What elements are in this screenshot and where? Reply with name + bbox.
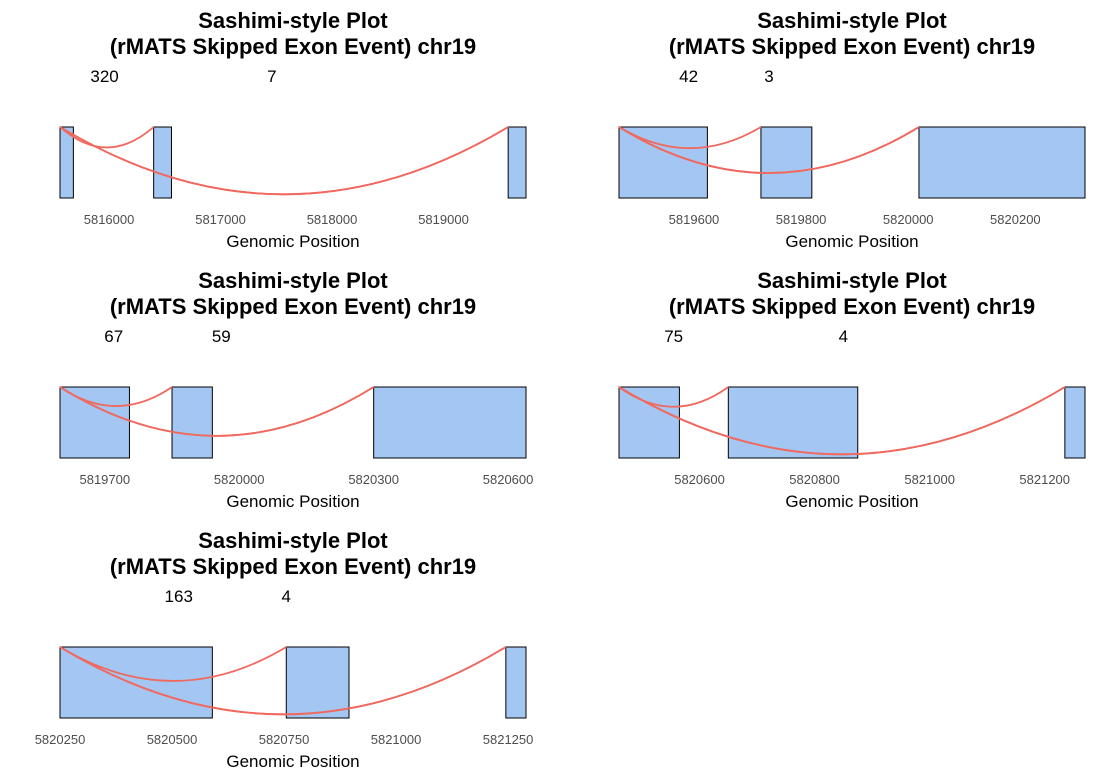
junction-count-label: 163 <box>165 587 193 606</box>
plot-subtitle: (rMATS Skipped Exon Event) chr19 <box>110 554 476 579</box>
x-tick-label: 5821000 <box>904 472 955 487</box>
exon-block <box>727 386 859 459</box>
x-tick-label: 5820500 <box>147 732 198 747</box>
x-axis-label: Genomic Position <box>226 232 359 251</box>
x-tick-label: 5819600 <box>669 212 720 227</box>
junction-arc <box>618 126 920 174</box>
plot-subtitle: (rMATS Skipped Exon Event) chr19 <box>669 34 1035 59</box>
junction-count-label: 320 <box>90 67 118 86</box>
junction-count-label: 75 <box>664 327 683 346</box>
x-tick-label: 5820800 <box>789 472 840 487</box>
exon-block <box>373 386 527 459</box>
sashimi-panel-5: Sashimi-style Plot(rMATS Skipped Exon Ev… <box>35 528 534 771</box>
x-tick-label: 5821000 <box>371 732 422 747</box>
plot-subtitle: (rMATS Skipped Exon Event) chr19 <box>110 34 476 59</box>
x-tick-label: 5820000 <box>883 212 934 227</box>
junction-arc <box>59 126 509 196</box>
junction-count-label: 3 <box>764 67 773 86</box>
exon-block <box>59 126 74 199</box>
exon-block <box>153 126 172 199</box>
junction-arc <box>59 646 507 716</box>
plot-title: Sashimi-style Plot <box>198 8 388 33</box>
sashimi-panel-3: Sashimi-style Plot(rMATS Skipped Exon Ev… <box>59 268 534 511</box>
plot-title: Sashimi-style Plot <box>198 528 388 553</box>
x-tick-label: 5821250 <box>483 732 534 747</box>
exon-block <box>1064 386 1086 459</box>
x-tick-label: 5820300 <box>348 472 399 487</box>
plot-subtitle: (rMATS Skipped Exon Event) chr19 <box>669 294 1035 319</box>
x-tick-label: 5820250 <box>35 732 86 747</box>
exon-block <box>618 126 708 199</box>
plot-title: Sashimi-style Plot <box>198 268 388 293</box>
x-tick-label: 5819700 <box>79 472 130 487</box>
exon-block <box>507 126 527 199</box>
junction-count-label: 7 <box>267 67 276 86</box>
exon-block <box>59 386 130 459</box>
x-tick-label: 5819000 <box>418 212 469 227</box>
plot-title: Sashimi-style Plot <box>757 268 947 293</box>
junction-count-label: 59 <box>212 327 231 346</box>
exon-block <box>760 126 813 199</box>
x-tick-label: 5820200 <box>990 212 1041 227</box>
junction-count-label: 67 <box>104 327 123 346</box>
x-tick-label: 5818000 <box>307 212 358 227</box>
sashimi-panel-4: Sashimi-style Plot(rMATS Skipped Exon Ev… <box>618 268 1086 511</box>
exon-block <box>505 646 527 719</box>
junction-arc <box>59 646 287 682</box>
x-tick-label: 5816000 <box>84 212 135 227</box>
x-tick-label: 5817000 <box>195 212 246 227</box>
x-tick-label: 5820600 <box>674 472 725 487</box>
x-axis-label: Genomic Position <box>785 492 918 511</box>
exon-block <box>618 386 680 459</box>
junction-arc <box>59 386 375 437</box>
junction-count-label: 4 <box>839 327 848 346</box>
exon-block <box>918 126 1086 199</box>
sashimi-panel-1: Sashimi-style Plot(rMATS Skipped Exon Ev… <box>59 8 527 251</box>
junction-arc <box>59 126 155 149</box>
exon-block <box>171 386 213 459</box>
sashimi-panel-2: Sashimi-style Plot(rMATS Skipped Exon Ev… <box>618 8 1086 251</box>
plot-title: Sashimi-style Plot <box>757 8 947 33</box>
x-axis-label: Genomic Position <box>785 232 918 251</box>
x-axis-label: Genomic Position <box>226 752 359 771</box>
junction-count-label: 42 <box>679 67 698 86</box>
junction-count-label: 4 <box>282 587 291 606</box>
exon-block <box>59 646 213 719</box>
junction-arc <box>618 386 1066 456</box>
plot-subtitle: (rMATS Skipped Exon Event) chr19 <box>110 294 476 319</box>
x-tick-label: 5820750 <box>259 732 310 747</box>
x-axis-label: Genomic Position <box>226 492 359 511</box>
x-tick-label: 5820000 <box>214 472 265 487</box>
x-tick-label: 5820600 <box>483 472 534 487</box>
x-tick-label: 5821200 <box>1019 472 1070 487</box>
exon-block <box>285 646 350 719</box>
x-tick-label: 5819800 <box>776 212 827 227</box>
